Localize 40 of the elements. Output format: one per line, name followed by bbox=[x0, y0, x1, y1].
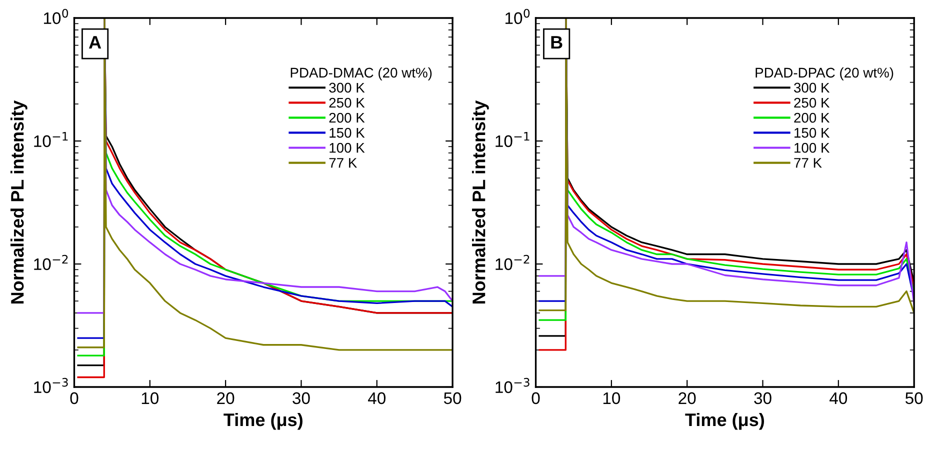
x-tick-label: 30 bbox=[754, 392, 772, 404]
y-axis-title: Normalized PL intensity bbox=[10, 100, 28, 304]
x-tick-label: 20 bbox=[678, 392, 696, 404]
legend-label: 100 K bbox=[794, 142, 830, 153]
x-tick-label: 0 bbox=[532, 392, 540, 404]
y-tick-label: 10$^{0}$ bbox=[506, 8, 530, 24]
x-tick-label: 50 bbox=[444, 392, 462, 404]
y-tick-label: 10$^{−3}$ bbox=[496, 378, 530, 394]
legend-label: 300 K bbox=[329, 82, 365, 93]
y-tick-label: 10$^{−2}$ bbox=[496, 254, 530, 270]
x-tick-label: 40 bbox=[830, 392, 848, 404]
legend-title: PDAD-DMAC (20 wt%) bbox=[290, 67, 432, 80]
legend-label: 200 K bbox=[794, 112, 830, 123]
legend-title: PDAD-DPAC (20 wt%) bbox=[756, 67, 894, 80]
x-tick-label: 30 bbox=[292, 392, 310, 404]
legend-label: 77 K bbox=[794, 158, 822, 168]
y-tick-label: 10$^{0}$ bbox=[44, 8, 68, 24]
legend-label: 77 K bbox=[329, 158, 358, 168]
y-tick-label: 10$^{−1}$ bbox=[34, 132, 68, 148]
legend-label: 300 K bbox=[794, 82, 830, 93]
y-axis-title: Normalized PL intensity bbox=[472, 100, 489, 304]
x-tick-label: 10 bbox=[142, 392, 159, 404]
x-tick-label: 20 bbox=[217, 392, 234, 404]
legend-label: 200 K bbox=[329, 112, 365, 123]
annotation: A bbox=[88, 36, 102, 48]
annotation: B bbox=[551, 36, 562, 48]
x-tick-label: 50 bbox=[905, 392, 923, 404]
y-tick-label: 10$^{−1}$ bbox=[496, 132, 530, 148]
x-tick-label: 0 bbox=[70, 392, 78, 404]
legend-label: 250 K bbox=[794, 98, 830, 108]
x-axis-title: Time (μs) bbox=[224, 412, 302, 430]
y-tick-label: 10$^{−2}$ bbox=[34, 254, 68, 270]
y-tick-label: 10$^{−3}$ bbox=[34, 378, 68, 394]
legend-label: 150 K bbox=[330, 128, 365, 138]
legend-label: 150 K bbox=[794, 128, 830, 138]
x-axis-title: Time (μs) bbox=[685, 412, 764, 430]
x-tick-label: 40 bbox=[368, 392, 386, 404]
legend-label: 250 K bbox=[329, 98, 365, 108]
x-tick-label: 10 bbox=[603, 392, 620, 404]
legend-label: 100 K bbox=[330, 142, 365, 153]
